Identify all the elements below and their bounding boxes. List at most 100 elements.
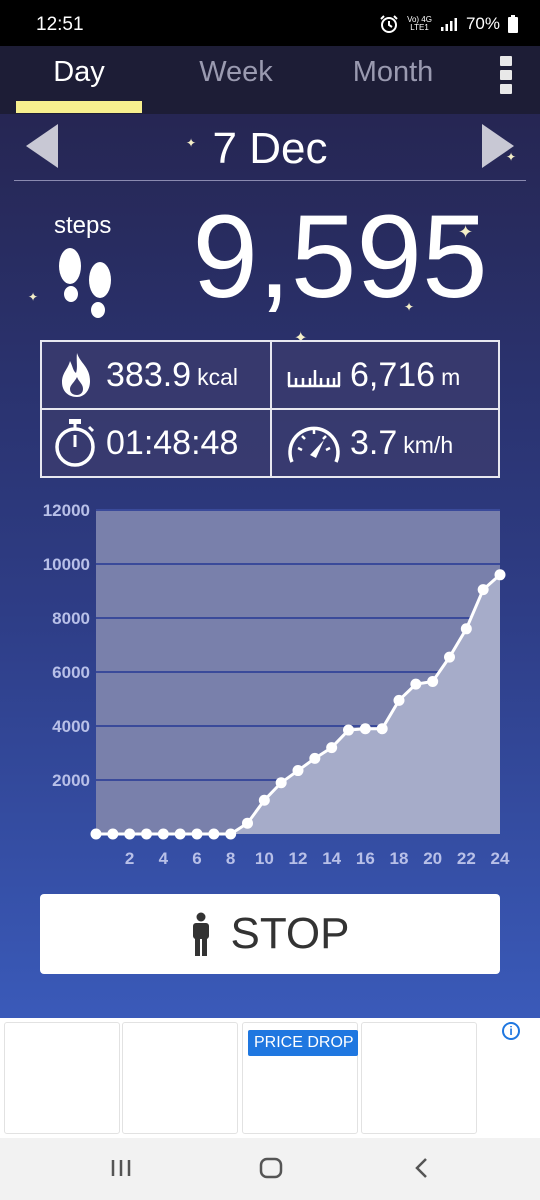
x-tick-label: 6 — [192, 849, 201, 868]
back-icon[interactable] — [414, 1157, 430, 1179]
data-point — [258, 794, 270, 806]
active-tab-indicator — [16, 101, 142, 113]
y-tick-label: 12000 — [43, 501, 90, 520]
recent-apps-icon[interactable] — [110, 1158, 132, 1178]
x-tick-label: 24 — [491, 849, 510, 868]
speed-value: 3.7 — [350, 423, 398, 462]
x-tick-label: 18 — [390, 849, 409, 868]
x-tick-label: 4 — [159, 849, 169, 868]
sparkle-icon: ✦ — [458, 222, 474, 242]
data-point — [191, 828, 203, 840]
period-tab-bar: Day Week Month — [0, 46, 540, 114]
next-day-button[interactable] — [482, 124, 514, 168]
data-point — [494, 569, 506, 581]
calories-stat: 383.9 kcal — [56, 342, 238, 408]
ad-banner[interactable]: PRICE DROP i — [0, 1018, 540, 1138]
x-tick-label: 22 — [457, 849, 476, 868]
data-point — [376, 723, 388, 735]
data-point — [90, 828, 102, 840]
chart-area-fill — [96, 574, 500, 834]
data-point — [174, 828, 186, 840]
distance-stat: 6,716 m — [286, 342, 460, 408]
footprints-icon — [59, 248, 111, 318]
home-icon[interactable] — [259, 1157, 283, 1179]
y-tick-label: 2000 — [52, 771, 90, 790]
date-title: 7 Dec — [212, 124, 328, 173]
data-point — [141, 828, 152, 840]
ad-price-drop-badge[interactable]: PRICE DROP — [248, 1030, 358, 1056]
stats-panel: 383.9 kcal 6,716 m 01:48:48 — [40, 340, 500, 478]
flame-icon — [62, 353, 90, 397]
x-tick-label: 14 — [322, 849, 341, 868]
y-tick-label: 6000 — [52, 663, 90, 682]
sparkle-icon: ✦ — [186, 136, 197, 150]
battery-icon — [508, 15, 518, 33]
network-type: Vo) 4G LTE1 — [407, 16, 432, 32]
battery-percent: 70% — [465, 14, 500, 33]
tab-week[interactable]: Week — [199, 56, 273, 88]
status-time: 12:51 — [36, 14, 84, 35]
ad-info-icon[interactable]: i — [502, 1022, 520, 1040]
overflow-menu-icon[interactable] — [500, 56, 516, 100]
speed-unit: km/h — [403, 431, 454, 458]
data-point — [124, 828, 136, 840]
system-navigation-bar — [0, 1138, 540, 1200]
y-tick-label: 8000 — [52, 609, 90, 628]
ad-card[interactable] — [4, 1022, 120, 1134]
data-point — [326, 742, 338, 754]
data-point — [343, 724, 354, 736]
sparkle-icon: ✦ — [28, 290, 39, 304]
data-point — [157, 828, 169, 840]
data-point — [444, 651, 455, 663]
stop-button[interactable]: STOP — [40, 894, 500, 974]
network-type-bottom: LTE1 — [410, 23, 429, 32]
y-tick-label: 4000 — [52, 717, 90, 736]
speedometer-icon — [288, 426, 340, 463]
steps-count: 9,595 — [192, 191, 488, 323]
ad-card[interactable] — [361, 1022, 477, 1134]
x-tick-label: 8 — [226, 849, 235, 868]
y-tick-label: 10000 — [43, 555, 90, 574]
x-tick-label: 20 — [423, 849, 442, 868]
distance-value: 6,716 — [350, 355, 436, 394]
walking-person-icon — [193, 912, 210, 956]
tab-day[interactable]: Day — [53, 56, 105, 88]
data-point — [410, 678, 422, 690]
duration-stat: 01:48:48 — [52, 410, 238, 476]
data-point — [107, 828, 119, 840]
status-bar: 12:51 Vo) 4G LTE1 70% — [0, 0, 540, 46]
data-point — [242, 817, 253, 829]
x-tick-label: 16 — [356, 849, 375, 868]
sparkle-icon: ✦ — [506, 150, 517, 164]
data-point — [208, 828, 220, 840]
ruler-icon — [287, 370, 341, 388]
x-tick-label: 12 — [289, 849, 308, 868]
data-point — [292, 765, 304, 777]
speed-stat: 3.7 km/h — [286, 410, 453, 476]
data-point — [275, 777, 287, 789]
x-tick-label: 2 — [125, 849, 134, 868]
calories-unit: kcal — [197, 363, 238, 390]
data-point — [427, 675, 439, 687]
duration-value: 01:48:48 — [106, 423, 239, 462]
data-point — [359, 723, 371, 735]
x-tick-label: 10 — [255, 849, 274, 868]
data-point — [477, 584, 489, 596]
divider — [14, 180, 526, 181]
calories-value: 383.9 — [106, 355, 192, 394]
data-point — [225, 828, 237, 840]
status-icons: Vo) 4G LTE1 70% — [379, 14, 518, 34]
signal-icon — [440, 18, 457, 31]
stopwatch-icon — [55, 419, 95, 467]
tab-month[interactable]: Month — [352, 56, 434, 88]
day-view: 7 Dec ✦ ✦ ✦ ✦ ✦ ✦ steps 9,595 383.9 kcal — [0, 114, 540, 1018]
data-point — [309, 752, 321, 764]
data-point — [393, 694, 405, 706]
steps-label: steps — [54, 212, 112, 239]
distance-unit: m — [441, 363, 461, 390]
stop-button-label: STOP — [230, 909, 350, 958]
previous-day-button[interactable] — [26, 124, 58, 168]
ad-card[interactable] — [122, 1022, 238, 1134]
data-point — [460, 623, 472, 635]
alarm-icon — [380, 15, 398, 33]
